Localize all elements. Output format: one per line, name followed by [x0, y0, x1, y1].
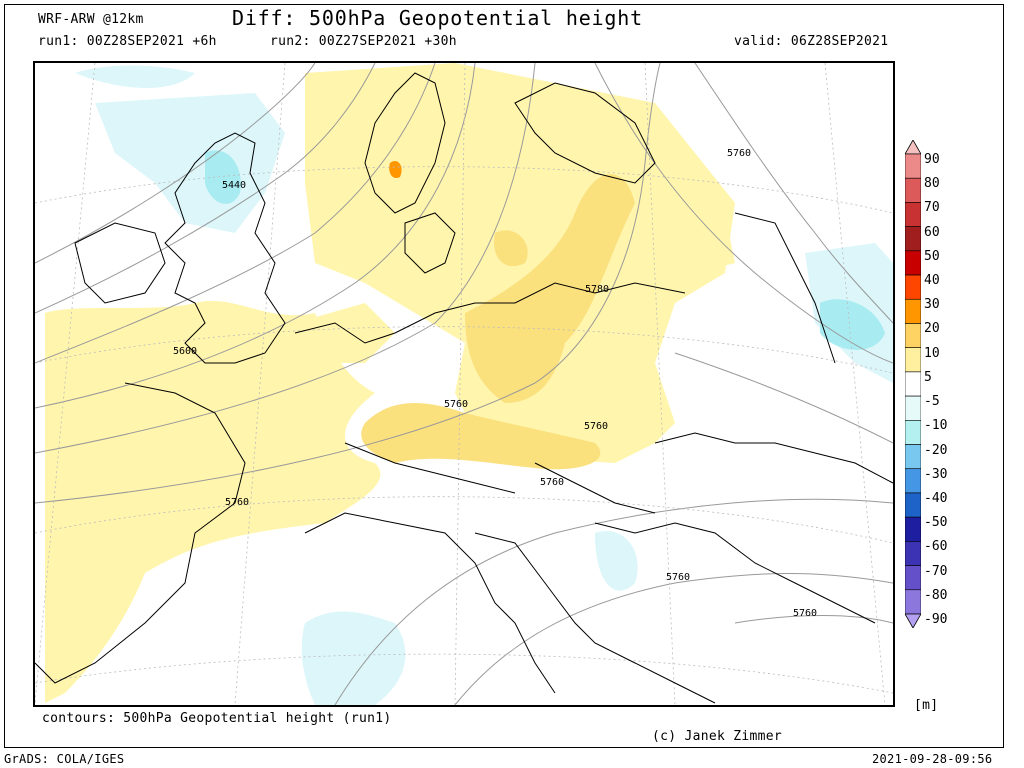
colorbar-segment — [905, 274, 921, 300]
colorbar-segment — [905, 468, 921, 494]
colorbar-tick-label: 20 — [924, 321, 940, 337]
page-title: Diff: 500hPa Geopotential height — [232, 6, 643, 30]
contours-caption: contours: 500hPa Geopotential height (ru… — [42, 711, 392, 726]
colorbar-tick-label: -40 — [924, 490, 948, 506]
software-label: GrADS: COLA/IGES — [4, 752, 125, 766]
colorbar-segment — [905, 177, 921, 203]
model-label: WRF-ARW @12km — [38, 12, 144, 27]
run1-label: run1: 00Z28SEP2021 +6h — [38, 34, 217, 49]
colorbar-tick-label: 30 — [924, 297, 940, 313]
colorbar-top-arrow — [905, 140, 921, 155]
contour-label: 5760 — [444, 399, 468, 410]
colorbar-tick-label: -5 — [924, 394, 940, 410]
contour-label: 5760 — [793, 608, 817, 619]
colorbar-segment — [905, 153, 921, 179]
colorbar-tick-label: -50 — [924, 515, 948, 531]
strong-positive-diff-areas — [361, 174, 635, 470]
copyright-label: (c) Janek Zimmer — [652, 729, 783, 744]
colorbar-segment — [905, 444, 921, 470]
colorbar-tick-label: 10 — [924, 345, 940, 361]
latlon-grid — [35, 63, 893, 705]
colorbar-segment — [905, 202, 921, 227]
colorbar-segment — [905, 250, 921, 276]
contour-label: 5440 — [222, 180, 246, 191]
contour-label: 5760 — [540, 477, 564, 488]
contour-label: 5760 — [727, 148, 751, 159]
colorbar-segment — [905, 420, 921, 445]
colorbar-segment — [905, 347, 921, 373]
colorbar-tick-label: 60 — [924, 224, 940, 240]
colorbar-segment — [905, 541, 921, 566]
colorbar-tick-label: 80 — [924, 176, 940, 192]
stronger-negative-diff-areas — [205, 150, 885, 350]
colorbar-segment — [905, 589, 921, 615]
contour-label: 5760 — [666, 572, 690, 583]
colorbar-segment — [905, 516, 921, 542]
map-panel: 5440 5600 5760 5760 5780 5760 5760 5760 … — [33, 61, 895, 707]
colorbar — [905, 140, 921, 628]
colorbar-tick-label: -70 — [924, 563, 948, 579]
colorbar-tick-label: -80 — [924, 587, 948, 603]
colorbar-tick-label: 5 — [924, 369, 932, 385]
figure-frame — [4, 4, 1004, 748]
valid-time-label: valid: 06Z28SEP2021 — [734, 34, 889, 49]
colorbar-tick-label: 90 — [924, 152, 940, 167]
contour-label: 5780 — [585, 284, 609, 295]
map-canvas: 5440 5600 5760 5760 5780 5760 5760 5760 … — [35, 63, 893, 705]
colorbar-tick-label: -60 — [924, 539, 948, 555]
contour-label: 5760 — [225, 497, 249, 508]
colorbar-tick-label: -30 — [924, 466, 948, 482]
colorbar-segment — [905, 323, 921, 348]
colorbar-tick-label: -10 — [924, 418, 948, 434]
contour-label: 5760 — [584, 421, 608, 432]
coastlines — [35, 72, 893, 704]
colorbar-tick-label: -90 — [924, 612, 948, 627]
colorbar-segment — [905, 492, 921, 518]
colorbar-segment — [905, 226, 921, 252]
max-diff-spot — [389, 160, 402, 179]
colorbar-segment — [905, 565, 921, 591]
contour-label: 5600 — [173, 346, 197, 357]
geopotential-contours — [35, 63, 893, 705]
colorbar-tick-label: 50 — [924, 248, 940, 264]
colorbar-segment — [905, 298, 921, 324]
colorbar-segment — [905, 371, 921, 397]
colorbar-tick-label: 40 — [924, 273, 940, 289]
run2-label: run2: 00Z27SEP2021 +30h — [270, 34, 457, 49]
contour-label-group: 5440 5600 5760 5760 5780 5760 5760 5760 … — [173, 148, 817, 619]
colorbar-segment — [905, 395, 921, 421]
unit-label: [m] — [914, 698, 939, 713]
timestamp-label: 2021-09-28-09:56 — [872, 752, 993, 766]
colorbar-tick-label: -20 — [924, 442, 948, 458]
colorbar-tick-label: 70 — [924, 200, 940, 216]
colorbar-bottom-arrow — [905, 613, 921, 628]
